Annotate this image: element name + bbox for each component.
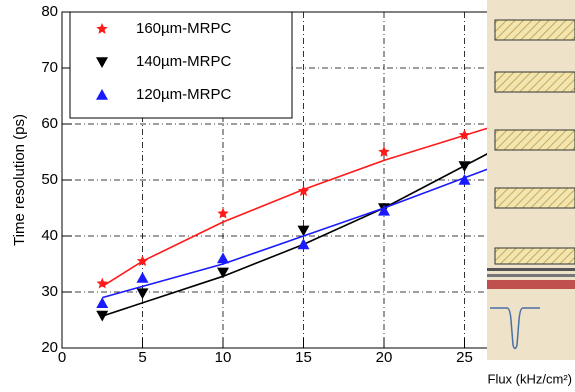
data-point (458, 129, 471, 141)
y-tick-label: 70 (41, 59, 58, 76)
legend-box (69, 11, 293, 119)
legend-label: 120µm-MRPC (136, 86, 231, 103)
y-tick-label: 80 (41, 3, 58, 20)
data-point (378, 146, 390, 157)
y-axis-label: Time resolution (ps) (11, 114, 28, 246)
data-point (217, 252, 229, 264)
data-point (136, 255, 149, 267)
fit-line (101, 127, 489, 288)
data-point (297, 185, 310, 197)
y-tick-label: 60 (41, 115, 58, 132)
fit-line (102, 168, 489, 299)
data-point (96, 297, 109, 308)
data-point (136, 288, 149, 300)
legend-label: 160µm-MRPC (136, 20, 231, 37)
data-point (217, 207, 229, 219)
data-point (136, 272, 149, 283)
x-tick-label: 15 (295, 349, 312, 366)
y-tick-label: 30 (41, 283, 58, 300)
x-tick-label: 20 (376, 349, 393, 366)
data-point (458, 174, 471, 185)
detector-inset (487, 0, 575, 360)
data-point (297, 225, 310, 237)
x-axis-label: Flux (kHz/cm²) (488, 371, 573, 386)
legend-marker (96, 89, 108, 100)
data-point (378, 204, 390, 216)
y-tick-label: 40 (41, 227, 58, 244)
plot-area: 20 30 40 50 60 70 80 0 5 10 15 20 25 160µm-MRPC 140µm-… (41, 3, 546, 366)
x-tick-label: 5 (138, 349, 146, 366)
y-tick-label: 20 (41, 339, 58, 356)
data-point (96, 277, 108, 289)
legend-label: 140µm-MRPC (136, 53, 231, 70)
x-tick-label: 0 (58, 349, 66, 366)
data-point (96, 310, 109, 322)
legend-marker (96, 57, 108, 68)
x-tick-label: 10 (215, 349, 232, 366)
x-tick-label: 25 (456, 349, 473, 366)
data-point (297, 238, 310, 250)
data-point (458, 161, 471, 172)
data-point (217, 267, 229, 279)
y-tick-label: 50 (41, 171, 58, 188)
legend-marker (96, 23, 108, 34)
